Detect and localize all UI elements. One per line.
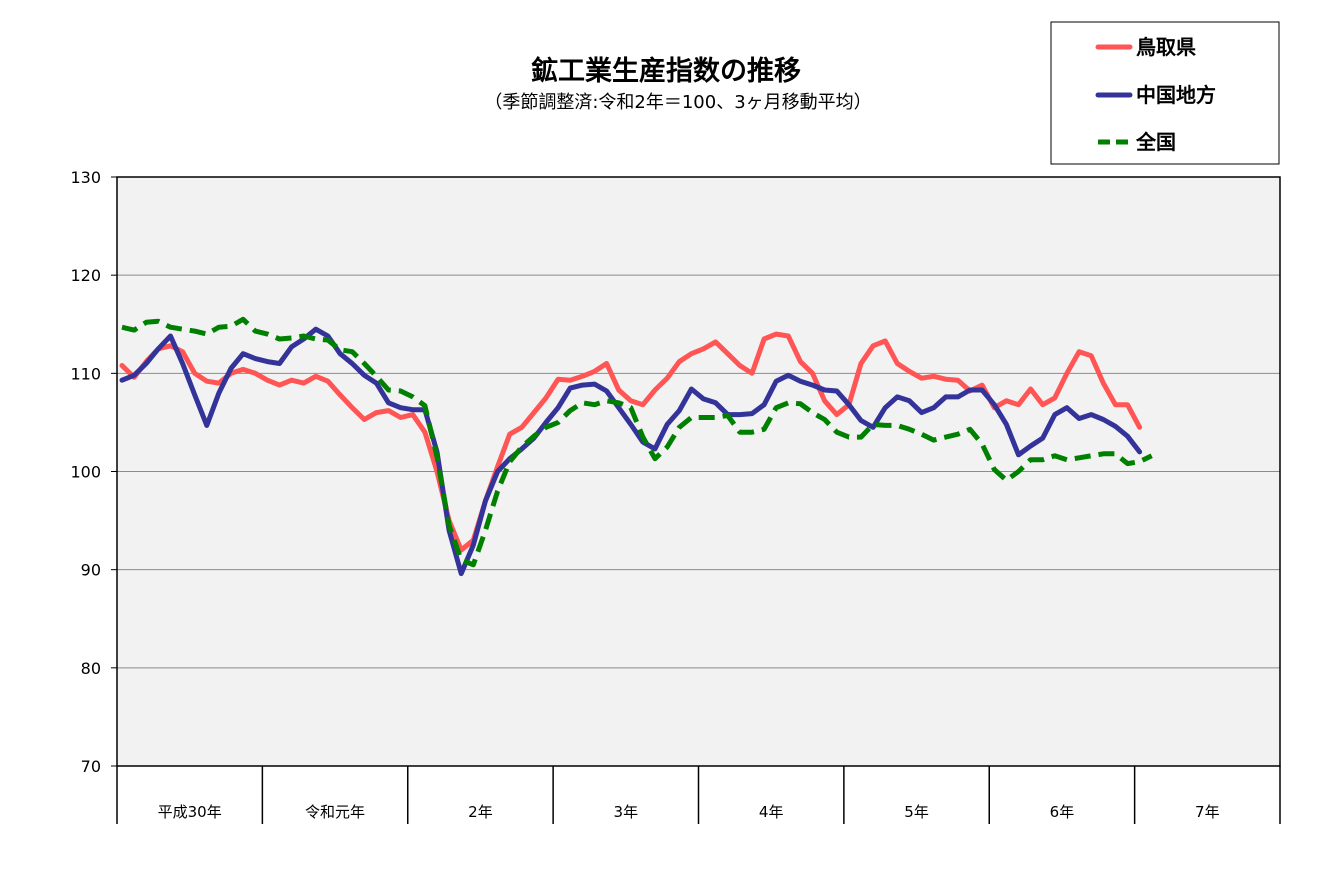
legend-box bbox=[1050, 21, 1280, 165]
y-tick-label: 100 bbox=[70, 463, 101, 482]
gridlines bbox=[117, 274, 1280, 669]
chart-title: 鉱工業生産指数の推移 bbox=[531, 55, 801, 87]
x-category-label: 4年 bbox=[759, 803, 784, 821]
x-axis-categories: 平成30年 令和元年 2年 3年 4年 5年 6年 7年 bbox=[116, 766, 1281, 824]
y-tick-label: 80 bbox=[81, 659, 101, 678]
x-category-label: 7年 bbox=[1195, 803, 1220, 821]
x-category-label: 6年 bbox=[1050, 803, 1075, 821]
x-category-label: 平成30年 bbox=[158, 803, 222, 821]
y-tick-label: 110 bbox=[70, 364, 101, 383]
series-line-2 bbox=[119, 326, 1143, 577]
y-axis-ticks: 70 80 90 100 110 120 130 bbox=[70, 168, 117, 776]
series-lines bbox=[119, 316, 1153, 577]
y-tick-label: 70 bbox=[81, 757, 101, 776]
legend-label-2: 中国地方 bbox=[1136, 83, 1216, 107]
x-category-label: 2年 bbox=[468, 803, 493, 821]
y-tick-label: 120 bbox=[70, 266, 101, 285]
chart-subtitle: （季節調整済:令和2年＝100、3ヶ月移動平均） bbox=[484, 92, 871, 113]
y-tick-label: 130 bbox=[70, 168, 101, 187]
plot-border bbox=[116, 176, 1281, 767]
x-category-label: 令和元年 bbox=[305, 803, 365, 821]
x-category-label: 3年 bbox=[614, 803, 639, 821]
legend-label-3: 全国 bbox=[1135, 130, 1176, 154]
x-category-label: 5年 bbox=[904, 803, 929, 821]
legend-label-1: 鳥取県 bbox=[1136, 35, 1196, 59]
y-tick-label: 90 bbox=[81, 561, 101, 580]
